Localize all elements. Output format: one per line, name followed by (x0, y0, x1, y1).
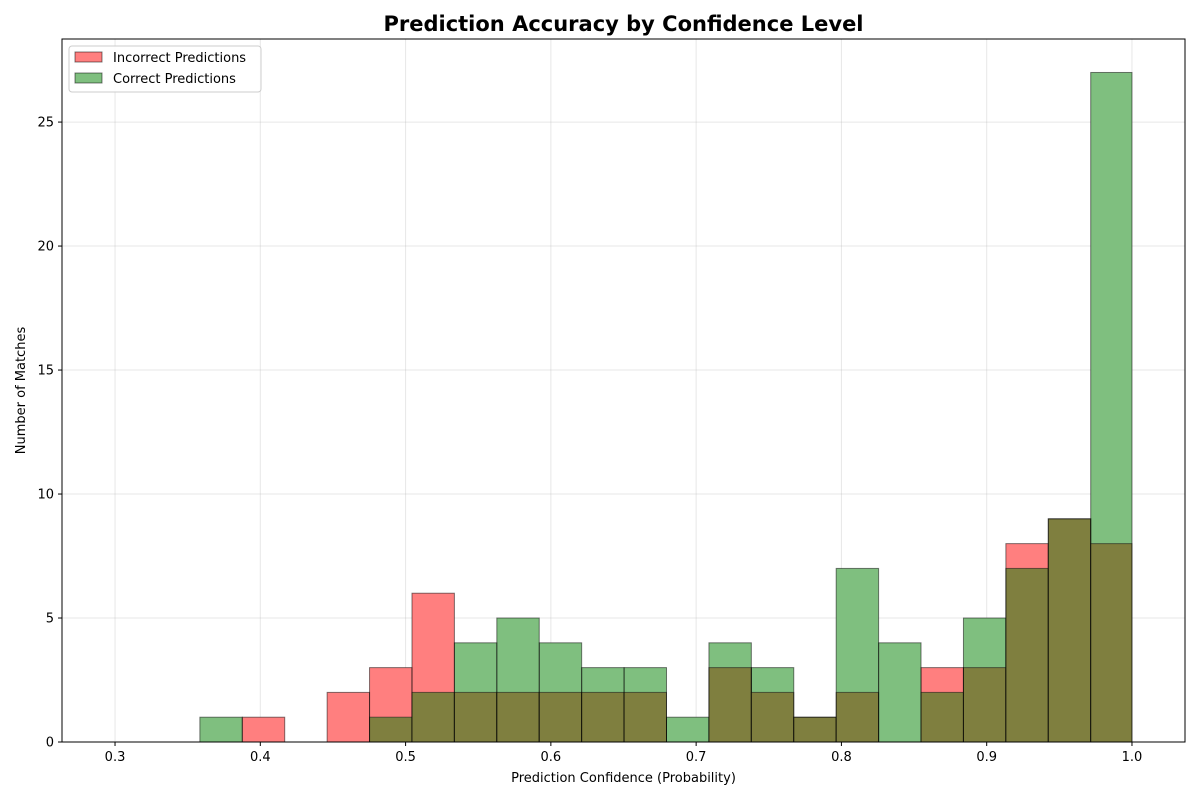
chart-title: Prediction Accuracy by Confidence Level (383, 12, 863, 36)
y-tick-label: 25 (37, 116, 54, 131)
overlap-bar (496, 692, 540, 742)
x-tick-label: 0.5 (395, 750, 416, 765)
y-tick-label: 20 (37, 240, 54, 255)
legend-swatch-incorrect (74, 51, 103, 63)
x-tick-label: 0.4 (250, 750, 271, 765)
correct-bar (963, 618, 1006, 668)
correct-bar (1090, 72, 1132, 544)
y-tick-label: 10 (37, 488, 54, 503)
grid-layer (62, 39, 1185, 743)
x-tick-label: 1.0 (1122, 750, 1143, 765)
overlap-bar (1048, 518, 1091, 742)
y-tick-label: 15 (37, 364, 54, 379)
legend-label-correct: Correct Predictions (113, 72, 236, 87)
overlap-bar (793, 717, 837, 742)
correct-bar (751, 667, 794, 693)
x-tick-label: 0.8 (831, 750, 852, 765)
y-tick-label: 0 (46, 736, 54, 751)
overlap-bar (708, 667, 752, 742)
correct-bar (666, 717, 709, 742)
x-tick-label: 0.3 (105, 750, 126, 765)
legend: Incorrect Predictions Correct Prediction… (68, 45, 262, 93)
ticks-layer: 0.3 0.4 0.5 0.6 0.7 0.8 0.9 1.0 0 5 10 15 20 25 (37, 116, 1142, 765)
overlap-bar (411, 692, 455, 742)
legend-swatch-correct (74, 72, 103, 84)
overlap-bar (369, 717, 412, 742)
x-tick-label: 0.9 (976, 750, 997, 765)
y-tick-label: 5 (46, 612, 54, 627)
x-axis-label: Prediction Confidence (Probability) (511, 771, 736, 786)
plot-frame (61, 38, 1186, 743)
overlap-bar (454, 692, 497, 742)
overlap-bar (539, 692, 582, 742)
y-axis-label: Number of Matches (14, 327, 29, 455)
x-tick-label: 0.7 (686, 750, 707, 765)
overlap-bar (836, 692, 879, 742)
overlap-bar (1090, 543, 1132, 742)
incorrect-series-bars (242, 543, 1049, 742)
x-tick-label: 0.6 (541, 750, 562, 765)
incorrect-bar (1005, 543, 1049, 569)
legend-box (68, 45, 262, 93)
incorrect-bar (369, 667, 412, 718)
incorrect-bar (242, 717, 285, 742)
legend-label-incorrect: Incorrect Predictions (113, 51, 246, 66)
incorrect-bar (411, 593, 455, 693)
overlap-bar (751, 692, 794, 742)
overlap-bar (921, 692, 964, 742)
correct-bar (496, 618, 540, 693)
overlap-bar (963, 667, 1006, 742)
incorrect-bar (921, 667, 964, 693)
overlap-bar (581, 692, 625, 742)
correct-bar (624, 667, 667, 693)
correct-bar (581, 667, 625, 693)
correct-bar (878, 642, 922, 742)
correct-bar (454, 642, 497, 693)
correct-bar (836, 568, 879, 693)
correct-bar (539, 642, 582, 693)
correct-bar (708, 642, 752, 668)
correct-series-bars (199, 72, 1132, 742)
correct-bar (199, 717, 243, 742)
incorrect-bar (327, 692, 370, 742)
overlap-bar (624, 692, 667, 742)
overlap-bar (1005, 568, 1049, 742)
